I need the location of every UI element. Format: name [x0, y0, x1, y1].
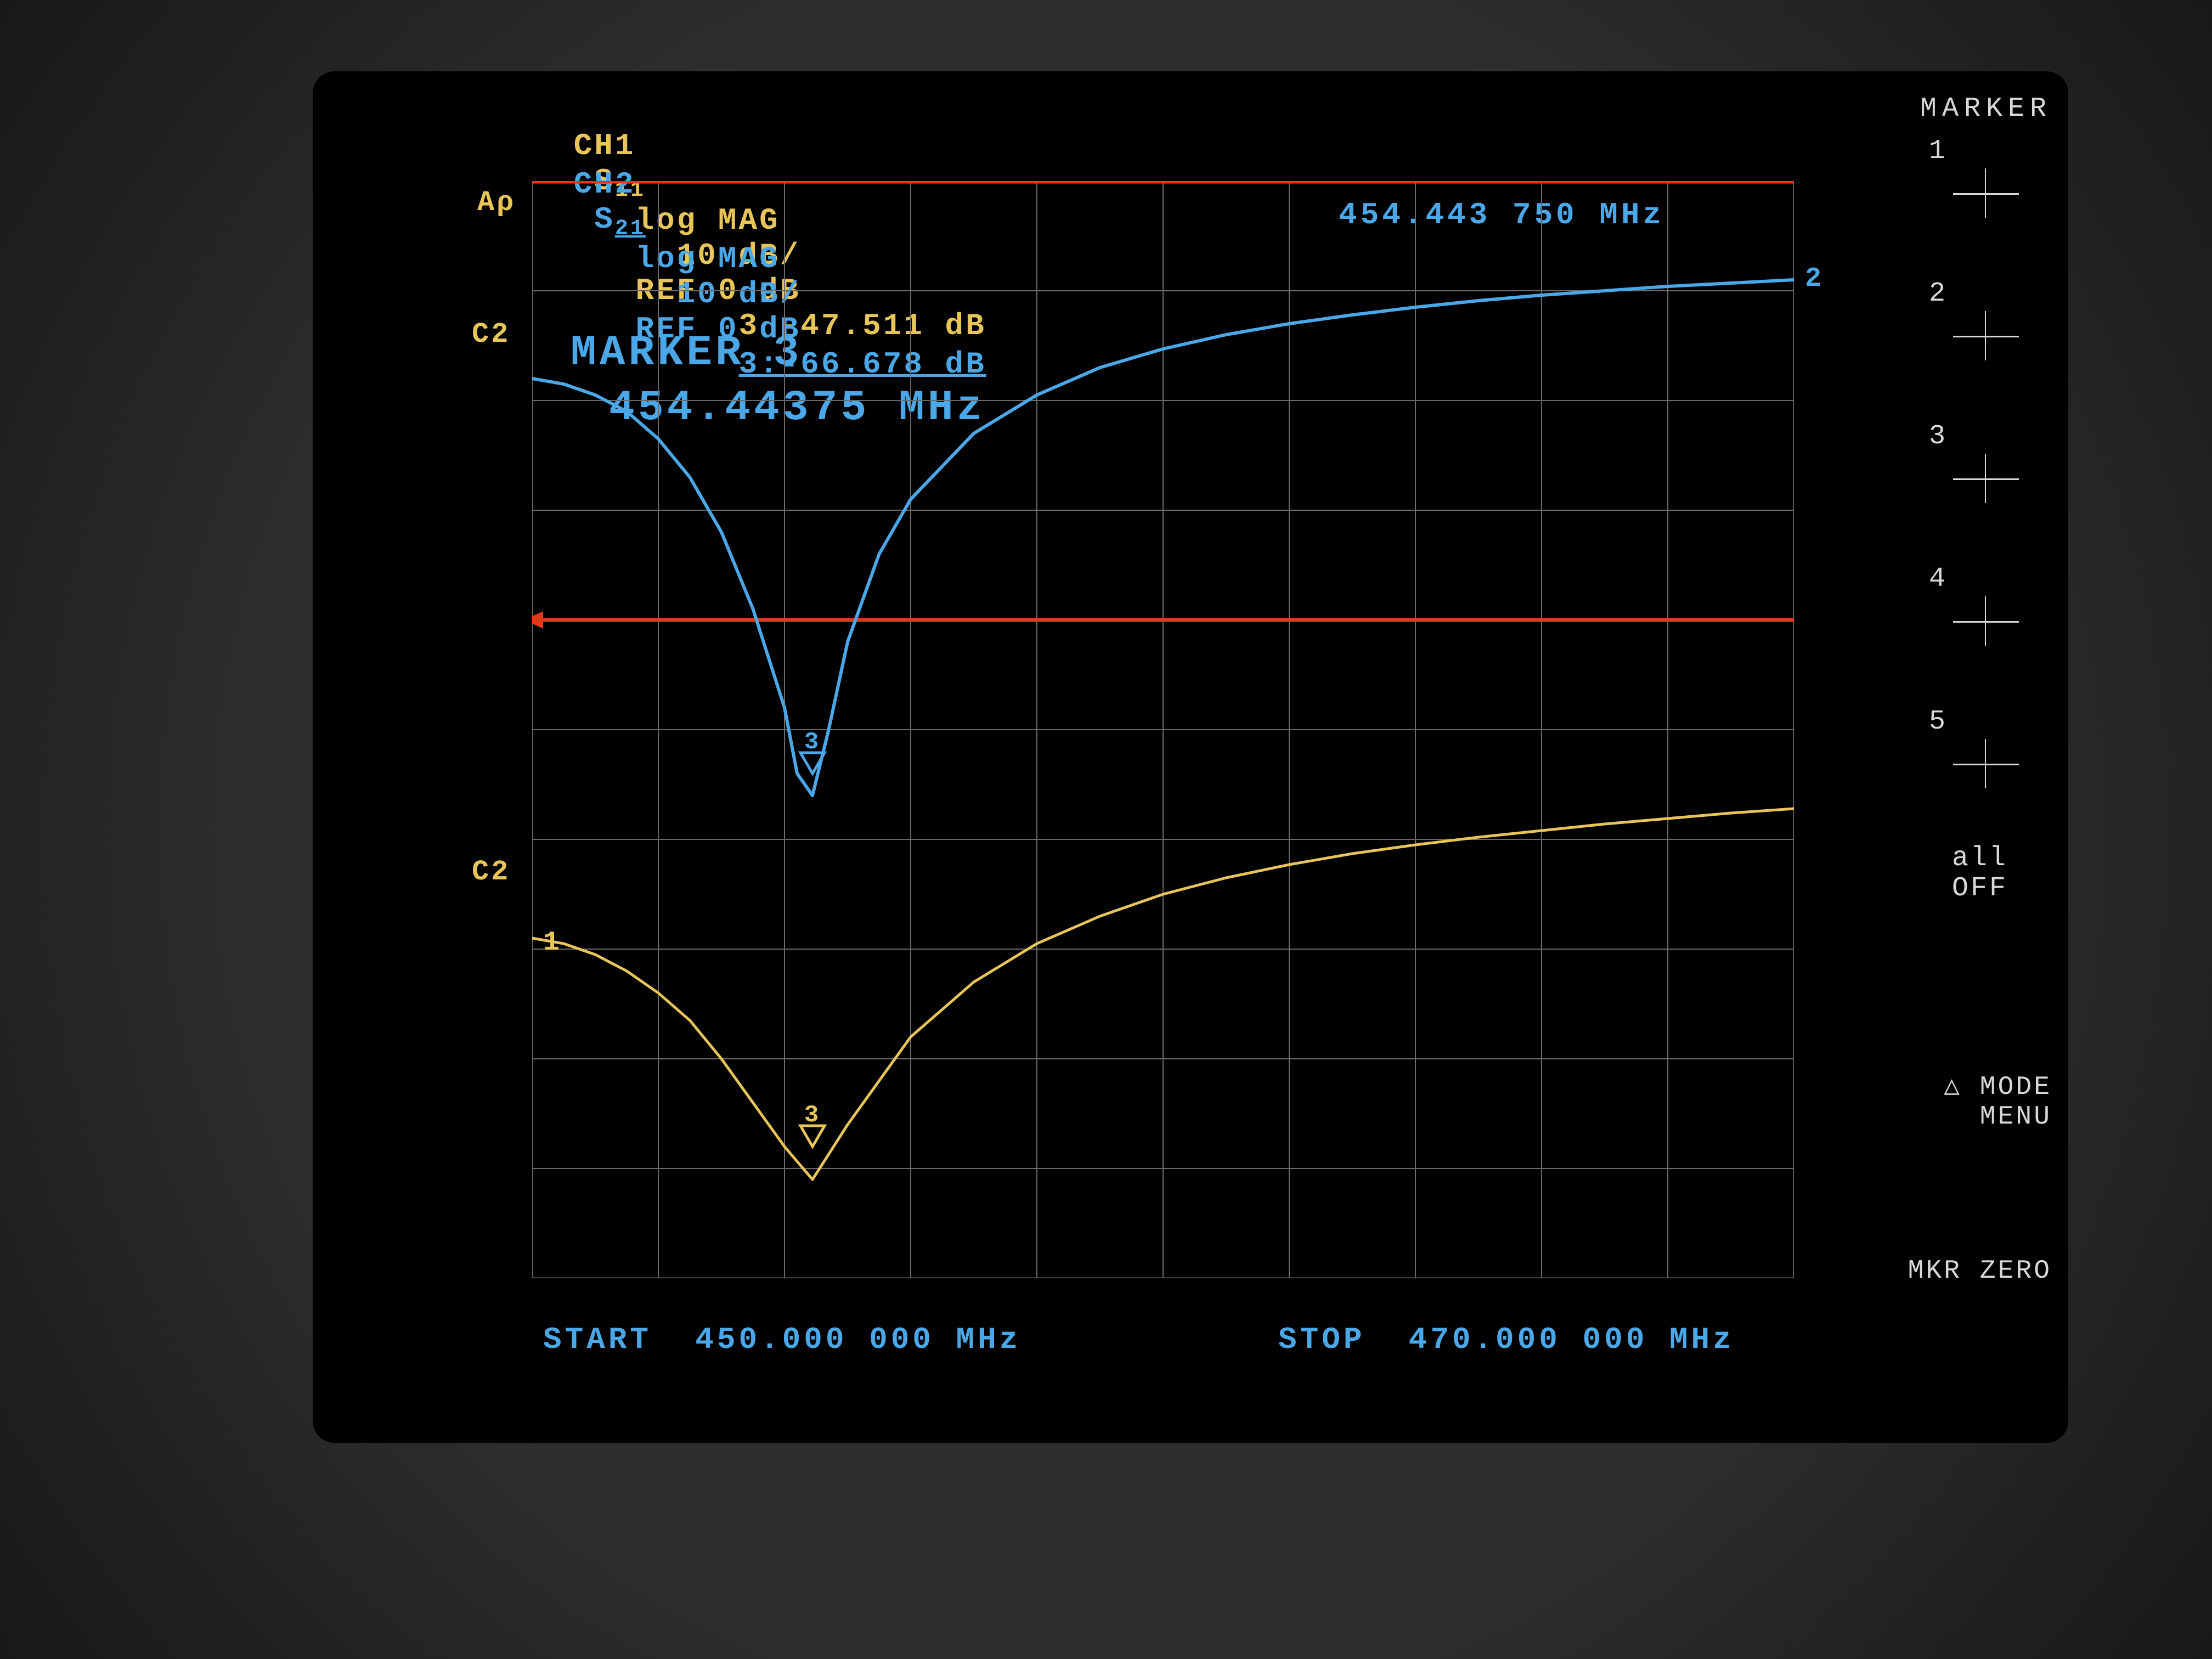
softkey-hbar-icon: [1953, 193, 2019, 195]
softkey-hbar-icon: [1953, 621, 2019, 623]
softkey-hbar-icon: [1953, 478, 2019, 480]
softkey-all-off-label: all OFF: [1952, 843, 2008, 904]
softkey-5[interactable]: 5: [1865, 701, 2052, 843]
softkey-column: MARKER 1 2 3 4 5 all OFF: [1865, 93, 2052, 936]
softkey-1[interactable]: 1: [1865, 130, 2052, 273]
softkey-3[interactable]: 3: [1865, 415, 2052, 558]
left-label-c2-lower: C2: [472, 856, 510, 888]
softkey-hbar-icon: [1953, 336, 2019, 337]
s11-end-label: 1: [543, 927, 562, 958]
softkey-all-off[interactable]: all OFF: [1865, 843, 2052, 936]
softkey-4-num: 4: [1929, 563, 1948, 595]
axis-start: START 450.000 000 MHz: [543, 1322, 1021, 1357]
softkey-title: MARKER: [1865, 93, 2052, 125]
softkey-1-num: 1: [1929, 136, 1948, 167]
softkey-3-num: 3: [1929, 421, 1948, 452]
s21-end-label: 2: [1805, 263, 1824, 295]
svg-text:3: 3: [804, 1102, 821, 1129]
softkey-mkr-zero[interactable]: MKR ZERO: [1908, 1256, 2052, 1286]
plot-svg: 33: [532, 181, 1794, 1278]
softkey-mode-menu[interactable]: △ MODE MENU: [1944, 1070, 2052, 1132]
softkey-5-num: 5: [1929, 706, 1948, 737]
softkey-2[interactable]: 2: [1865, 273, 2052, 415]
softkey-4[interactable]: 4: [1865, 558, 2052, 701]
crt-display: CH1 S11 log MAG 10 dB/ REF 0 dB 3 -47.51…: [313, 71, 2068, 1443]
left-label-ap: Aρ: [477, 187, 516, 219]
axis-stop: STOP 470.000 000 MHz: [1278, 1322, 1735, 1357]
softkey-2-num: 2: [1929, 278, 1948, 309]
instrument-bezel: CH1 S11 log MAG 10 dB/ REF 0 dB 3 -47.51…: [0, 0, 2212, 1659]
softkey-hbar-icon: [1953, 764, 2019, 765]
left-label-c2-upper: C2: [472, 318, 510, 351]
svg-text:3: 3: [804, 729, 821, 756]
plot-area: 33: [532, 181, 1794, 1278]
